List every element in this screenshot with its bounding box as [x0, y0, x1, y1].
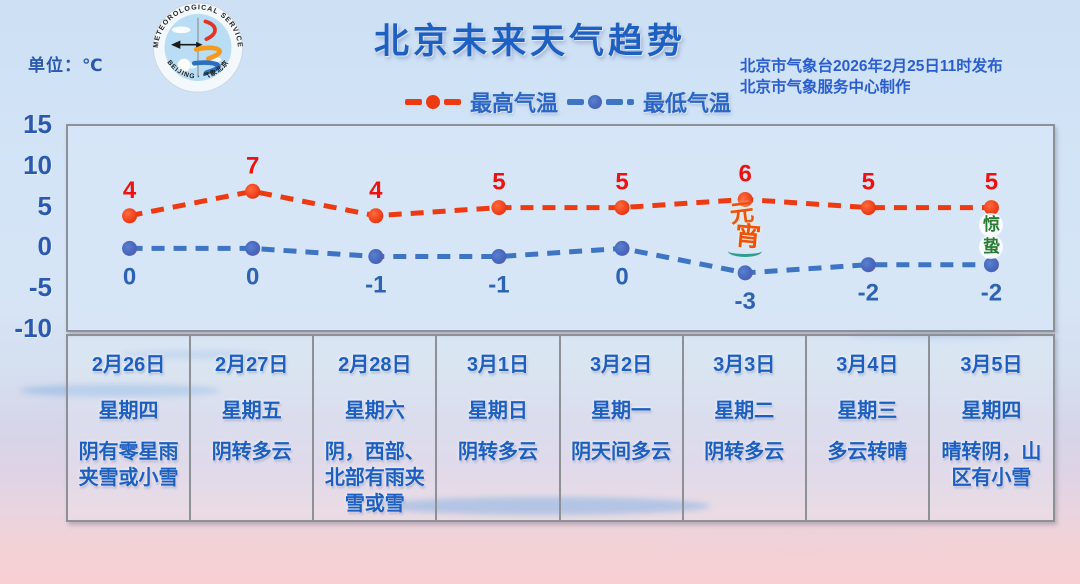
high-temp-legend-swatch — [405, 95, 461, 109]
annotation-character: 惊 — [979, 213, 1004, 237]
high-temp-marker — [368, 208, 384, 224]
high-temp-marker — [491, 200, 507, 216]
y-tick-label: 10 — [23, 149, 52, 180]
cloud-decor — [660, 537, 940, 548]
logo-blue-ribbon — [191, 60, 221, 75]
date-label: 2月28日 — [338, 354, 412, 376]
chart-legend: 最高气温 最低气温 — [405, 86, 731, 118]
annotation-character: 蛰 — [979, 235, 1004, 259]
meteorological-service-logo: METEOROLOGICAL SERVICE BEIJING · 气象北京 — [152, 2, 244, 93]
low-temp-value-label: -1 — [365, 272, 386, 299]
lantern-festival-annotation: 元宵 — [728, 199, 763, 257]
issued-line2: 北京市气象服务中心制作 — [740, 79, 911, 96]
high-temp-marker-icon — [426, 95, 440, 109]
low-temp-value-label: -2 — [981, 280, 1002, 307]
low-temp-marker — [860, 257, 876, 273]
low-temp-marker — [245, 240, 261, 256]
high-temp-legend-label: 最高气温 — [470, 91, 559, 116]
low-temp-value-label: 0 — [246, 263, 259, 290]
high-temp-marker — [860, 200, 876, 216]
date-label: 2月26日 — [91, 354, 166, 376]
forecast-cell: 3月4日星期三多云转晴 — [807, 336, 930, 520]
issued-info: 北京市气象台2026年2月25日11时发布 北京市气象服务中心制作 — [740, 56, 1003, 98]
y-tick-label: -10 — [14, 313, 52, 343]
high-temp-value-label: 4 — [123, 177, 137, 204]
date-label: 2月27日 — [215, 354, 289, 376]
forecast-cell: 2月27日星期五阴转多云 — [191, 336, 315, 520]
date-label: 3月5日 — [960, 354, 1023, 376]
y-tick-label: 5 — [37, 190, 52, 221]
weekday-label: 星期四 — [961, 400, 1022, 422]
low-temp-value-label: -1 — [488, 272, 509, 299]
unit-label: 单位：℃ — [28, 56, 104, 75]
logo-orange-ribbon — [193, 45, 222, 61]
low-temp-value-label: 0 — [123, 263, 136, 290]
high-temp-value-label: 4 — [369, 177, 383, 204]
high-temp-value-label: 6 — [739, 160, 752, 187]
weather-label: 阴，西部、北部有雨夹雪或雪 — [324, 441, 425, 515]
y-tick-label: -5 — [28, 272, 52, 303]
low-temp-legend-label: 最低气温 — [643, 91, 732, 116]
weather-label: 阴转多云 — [457, 441, 538, 463]
forecast-cell: 3月5日星期四晴转阴，山区有小雪 — [930, 336, 1053, 520]
low-temp-marker — [614, 240, 630, 256]
forecast-cell: 2月26日星期四阴有零星雨夹雪或小雪 — [68, 336, 192, 520]
y-axis-labels: 15 10 5 0 -5 -10 — [0, 109, 58, 343]
low-temp-marker — [122, 240, 138, 256]
low-temp-value-label: -2 — [858, 280, 879, 307]
y-tick-label: 15 — [23, 109, 52, 139]
high-temp-value-label: 5 — [615, 169, 628, 196]
annotation-character: 宵 — [733, 220, 763, 253]
low-temp-marker — [368, 249, 384, 265]
solar-term-annotation: 惊蛰 — [979, 213, 1004, 259]
weekday-label: 星期四 — [98, 400, 159, 422]
high-temp-marker — [614, 200, 630, 216]
high-temp-marker — [737, 191, 753, 207]
high-temp-marker — [983, 200, 999, 216]
date-label: 3月3日 — [713, 354, 776, 376]
forecast-cell: 3月1日星期日阴转多云 — [437, 336, 561, 520]
trend-chart-svg: 4 7 4 5 5 6 5 5 0 0 -1 -1 0 -3 -2 -2 — [122, 152, 1002, 315]
weekday-label: 星期三 — [837, 400, 898, 422]
weekday-label: 星期六 — [344, 400, 405, 422]
page-title: 北京未来天气趋势 — [373, 22, 686, 61]
weekday-label: 星期一 — [591, 400, 652, 422]
low-temp-value-label: 0 — [615, 263, 628, 290]
weather-label: 多云转晴 — [827, 441, 908, 463]
low-temp-value-label: -3 — [735, 288, 756, 315]
low-temp-marker — [737, 265, 753, 281]
high-temp-value-label: 5 — [985, 169, 998, 196]
low-temp-marker-icon — [588, 95, 603, 109]
issued-line1: 北京市气象台2026年2月25日11时发布 — [740, 58, 1003, 75]
high-temp-value-label: 5 — [492, 169, 505, 196]
lantern-boat-decor — [728, 250, 763, 257]
date-label: 3月1日 — [466, 354, 530, 376]
low-temp-line — [129, 245, 992, 276]
high-temp-value-label: 5 — [862, 169, 875, 196]
date-label: 3月2日 — [589, 354, 653, 376]
forecast-cell: 3月2日星期一阴天间多云 — [561, 336, 684, 520]
forecast-table: 2月26日 星期四 阴有零星雨夹雪或小雪 2月27日 星期五 阴转多云 2月28日 星期六 阴，… — [66, 334, 1055, 522]
high-temp-marker — [245, 183, 261, 199]
weekday-label: 星期五 — [221, 400, 282, 422]
weekday-label: 星期二 — [714, 400, 775, 422]
chart-plot-area: 4 7 4 5 5 6 5 5 0 0 -1 -1 0 -3 -2 -2 元宵 惊蛰 — [66, 124, 1055, 332]
weekday-label: 星期日 — [467, 400, 528, 422]
date-label: 3月4日 — [836, 354, 899, 376]
high-temp-value-label: 7 — [246, 152, 259, 179]
weather-label: 阴转多云 — [704, 441, 785, 463]
low-temp-marker — [983, 257, 999, 273]
weather-label: 晴转阴，山区有小雪 — [941, 441, 1042, 489]
y-tick-label: 0 — [37, 231, 52, 262]
weather-label: 阴有零星雨夹雪或小雪 — [78, 441, 179, 489]
high-temp-marker — [122, 208, 138, 224]
low-temp-marker — [491, 249, 507, 265]
low-temp-legend-swatch — [567, 95, 635, 109]
forecast-cell: 3月3日星期二阴转多云 — [684, 336, 807, 520]
weather-label: 阴转多云 — [211, 441, 292, 463]
weather-label: 阴天间多云 — [571, 441, 672, 463]
forecast-cell: 2月28日星期六阴，西部、北部有雨夹雪或雪 — [314, 336, 438, 520]
logo-red-ribbon — [203, 19, 217, 41]
